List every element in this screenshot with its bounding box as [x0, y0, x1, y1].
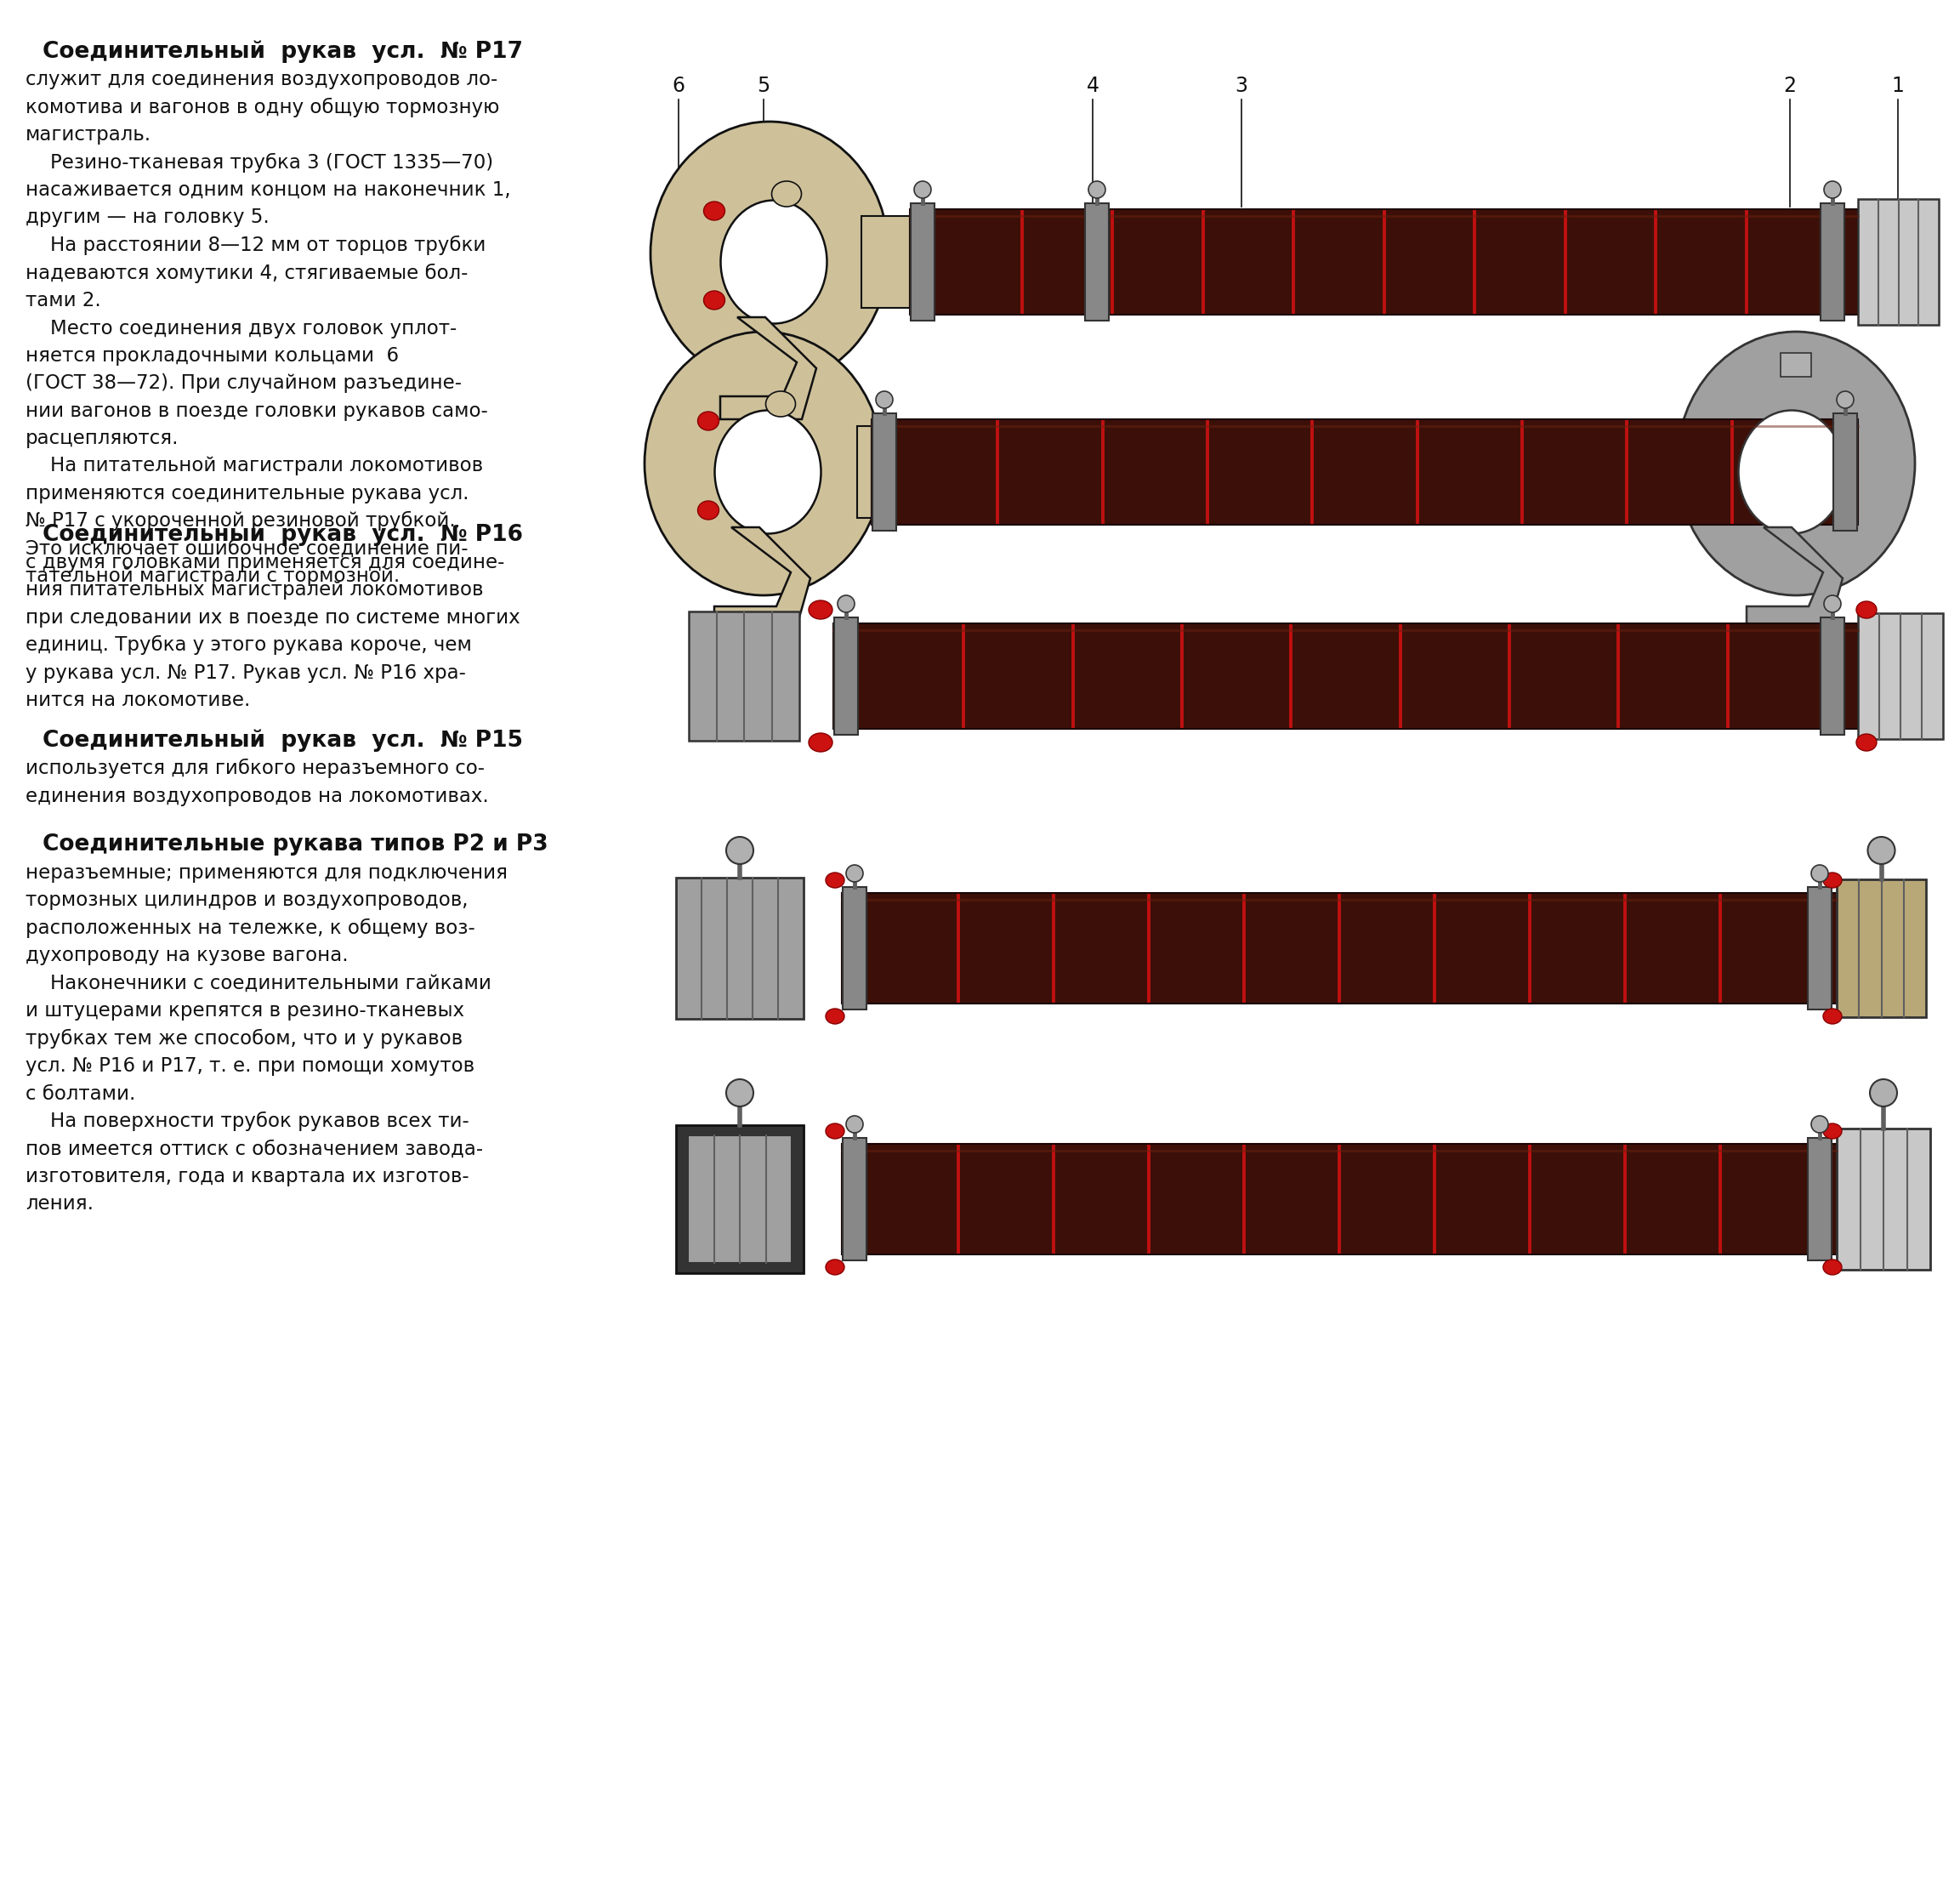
- Ellipse shape: [1856, 734, 1876, 751]
- Bar: [1837, 1129, 1931, 1271]
- Circle shape: [1811, 865, 1829, 882]
- Ellipse shape: [1739, 410, 1844, 534]
- Bar: [676, 1125, 804, 1273]
- Bar: [835, 617, 858, 734]
- Bar: [860, 215, 909, 308]
- Ellipse shape: [698, 412, 719, 430]
- Bar: [1821, 204, 1844, 321]
- Ellipse shape: [825, 1259, 845, 1274]
- Text: Соединительный  рукав  усл.  № Р17: Соединительный рукав усл. № Р17: [43, 42, 523, 64]
- Ellipse shape: [1823, 1008, 1842, 1023]
- Ellipse shape: [772, 181, 802, 206]
- Text: Соединительный  рукав  усл.  № Р16: Соединительный рукав усл. № Р16: [43, 523, 523, 546]
- Bar: [1837, 880, 1927, 1018]
- Circle shape: [725, 836, 753, 865]
- Bar: [1703, 427, 1858, 517]
- Ellipse shape: [809, 600, 833, 619]
- Ellipse shape: [1823, 1123, 1842, 1138]
- Ellipse shape: [721, 200, 827, 323]
- Circle shape: [725, 1080, 753, 1106]
- Ellipse shape: [715, 410, 821, 534]
- Bar: [1821, 617, 1844, 734]
- Ellipse shape: [1823, 1259, 1842, 1274]
- Ellipse shape: [809, 733, 833, 751]
- Text: 5: 5: [757, 76, 770, 96]
- Circle shape: [1825, 595, 1840, 612]
- Bar: [833, 623, 1858, 729]
- Text: 3: 3: [1235, 76, 1249, 96]
- Text: 6: 6: [672, 76, 684, 96]
- Ellipse shape: [825, 1008, 845, 1023]
- Bar: [1807, 887, 1831, 1010]
- Bar: [857, 427, 872, 517]
- Circle shape: [1088, 181, 1105, 198]
- Bar: [911, 204, 935, 321]
- Circle shape: [1811, 1116, 1829, 1133]
- Text: Соединительные рукава типов Р2 и Р3: Соединительные рукава типов Р2 и Р3: [43, 833, 549, 855]
- Ellipse shape: [1856, 600, 1876, 617]
- Circle shape: [1837, 391, 1854, 408]
- Ellipse shape: [825, 872, 845, 887]
- Ellipse shape: [704, 202, 725, 221]
- Text: 4: 4: [1086, 76, 1100, 96]
- Polygon shape: [1746, 527, 1842, 629]
- Text: с двумя головками применяется для соедине-
ния питательных магистралей локомотив: с двумя головками применяется для соедин…: [25, 553, 519, 710]
- Ellipse shape: [698, 500, 719, 519]
- Bar: [1086, 204, 1109, 321]
- Ellipse shape: [651, 121, 888, 385]
- Bar: [688, 1135, 792, 1263]
- Ellipse shape: [825, 1123, 845, 1138]
- Bar: [676, 878, 804, 1020]
- Bar: [872, 419, 1858, 525]
- Text: используется для гибкого неразъемного со-
единения воздухопроводов на локомотива: используется для гибкого неразъемного со…: [25, 759, 488, 806]
- Bar: [1833, 413, 1858, 531]
- Circle shape: [1870, 1080, 1897, 1106]
- Bar: [1807, 1138, 1831, 1261]
- Text: 2: 2: [1784, 76, 1795, 96]
- Ellipse shape: [645, 332, 882, 595]
- Text: неразъемные; применяются для подключения
тормозных цилиндров и воздухопроводов,
: неразъемные; применяются для подключения…: [25, 863, 508, 1214]
- Ellipse shape: [704, 291, 725, 310]
- Polygon shape: [713, 527, 809, 629]
- Bar: [688, 612, 800, 740]
- Bar: [843, 893, 1837, 1004]
- Ellipse shape: [1678, 332, 1915, 595]
- Text: 1: 1: [1891, 76, 1905, 96]
- Bar: [843, 1138, 866, 1261]
- Circle shape: [1825, 181, 1840, 198]
- Bar: [909, 210, 1858, 315]
- Bar: [843, 887, 866, 1010]
- Bar: [1858, 198, 1938, 325]
- Bar: [1780, 353, 1811, 378]
- Circle shape: [913, 181, 931, 198]
- Text: Соединительный  рукав  усл.  № Р15: Соединительный рукав усл. № Р15: [43, 729, 523, 751]
- Text: служит для соединения воздухопроводов ло-
комотива и вагонов в одну общую тормоз: служит для соединения воздухопроводов ло…: [25, 70, 512, 585]
- Polygon shape: [719, 317, 815, 419]
- Circle shape: [876, 391, 894, 408]
- Ellipse shape: [766, 391, 796, 417]
- Circle shape: [1868, 836, 1895, 865]
- Circle shape: [847, 1116, 862, 1133]
- Circle shape: [847, 865, 862, 882]
- Circle shape: [837, 595, 855, 612]
- Ellipse shape: [1823, 872, 1842, 887]
- Bar: [1858, 614, 1942, 738]
- Bar: [843, 1144, 1837, 1254]
- Bar: [872, 413, 896, 531]
